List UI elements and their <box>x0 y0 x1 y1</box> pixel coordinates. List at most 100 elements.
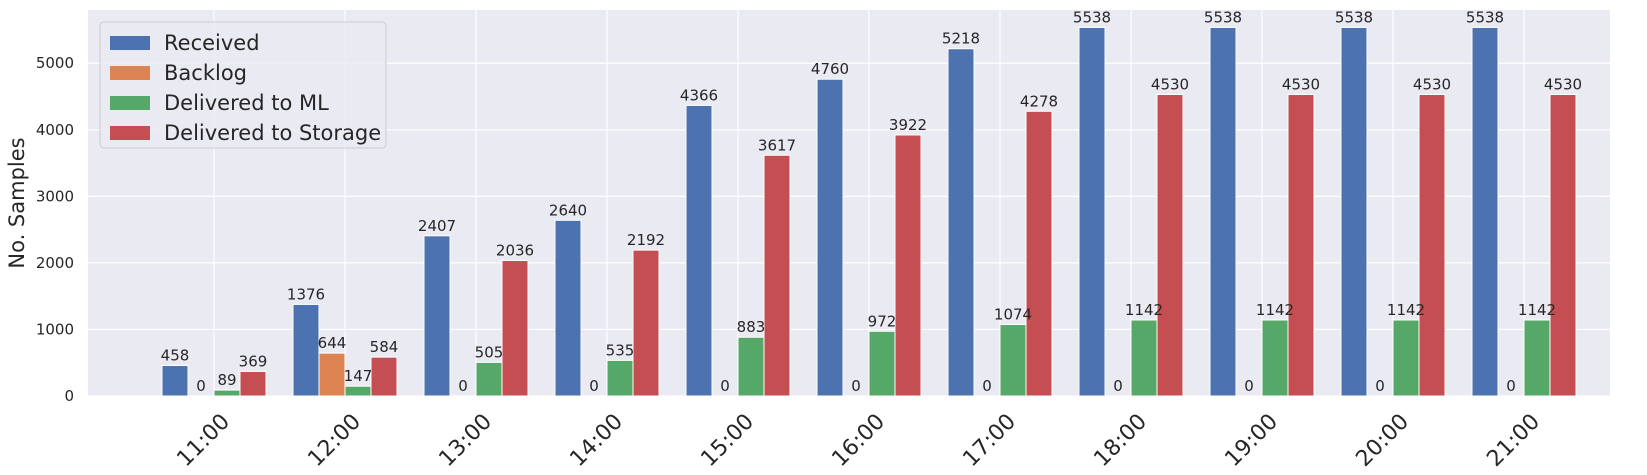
legend-label: Backlog <box>164 61 247 85</box>
bar <box>1025 110 1053 397</box>
bar-value-label: 0 <box>196 377 206 395</box>
bar-value-label: 1142 <box>1125 301 1163 319</box>
bar <box>947 48 975 397</box>
legend-swatch <box>110 36 150 50</box>
legend-swatch <box>110 126 150 140</box>
bar-value-label: 89 <box>217 371 236 389</box>
bar-value-label: 3922 <box>889 116 927 134</box>
bar-value-label: 369 <box>239 352 268 370</box>
bar-value-label: 5538 <box>1073 8 1111 26</box>
bar <box>737 336 765 397</box>
x-tick-label: 12:00 <box>303 409 366 472</box>
bar <box>1209 26 1237 397</box>
bar <box>606 359 634 397</box>
bar-value-label: 0 <box>1113 377 1123 395</box>
x-tick-label: 20:00 <box>1351 409 1414 472</box>
bar <box>423 235 451 397</box>
bar-value-label: 1142 <box>1256 301 1294 319</box>
bar <box>999 324 1027 397</box>
bar-value-label: 4530 <box>1413 76 1451 94</box>
bar-value-label: 2640 <box>549 201 587 219</box>
bar-value-label: 458 <box>161 347 190 365</box>
bar <box>1261 319 1289 397</box>
bar-value-label: 584 <box>370 338 399 356</box>
legend-box <box>99 21 387 149</box>
bar <box>685 104 713 397</box>
bar <box>632 249 660 397</box>
legend-label: Delivered to Storage <box>164 121 381 145</box>
bar-value-label: 0 <box>1506 377 1516 395</box>
bar-value-label: 0 <box>720 377 730 395</box>
bar <box>763 154 791 397</box>
bar <box>161 365 189 397</box>
bar-value-label: 1074 <box>994 306 1032 324</box>
bar-value-label: 535 <box>606 341 635 359</box>
bar <box>292 303 320 397</box>
bar <box>1287 94 1315 397</box>
bar <box>554 219 582 397</box>
bar-value-label: 4530 <box>1282 76 1320 94</box>
bar <box>1392 319 1420 397</box>
bar-value-label: 2036 <box>496 242 534 260</box>
legend-label: Delivered to ML <box>164 91 329 115</box>
x-tick-label: 21:00 <box>1482 409 1545 472</box>
bar-value-label: 644 <box>318 334 347 352</box>
bar <box>816 78 844 397</box>
bar <box>894 134 922 397</box>
y-tick-label: 0 <box>64 387 74 405</box>
y-tick-label: 4000 <box>36 121 74 139</box>
x-tick-label: 18:00 <box>1089 409 1152 472</box>
bar-value-label: 0 <box>1375 377 1385 395</box>
bar-value-label: 0 <box>458 377 468 395</box>
bar-value-label: 5538 <box>1204 8 1242 26</box>
bar-value-label: 2407 <box>418 217 456 235</box>
bar <box>318 352 346 397</box>
bar-value-label: 4366 <box>680 86 718 104</box>
bar-value-label: 3617 <box>758 136 796 154</box>
legend: Received Backlog Delivered to ML Delivered … <box>99 21 387 149</box>
bar-value-label: 1142 <box>1387 301 1425 319</box>
bar <box>344 385 372 397</box>
bar-value-label: 147 <box>344 367 373 385</box>
bar-value-label: 883 <box>737 318 766 336</box>
y-axis: 0 1000 2000 3000 4000 5000 <box>36 54 74 405</box>
x-axis: 11:00 12:00 13:00 14:00 15:00 16:00 17:00 18:00… <box>172 409 1545 472</box>
x-tick-label: 17:00 <box>958 409 1021 472</box>
y-axis-title: No. Samples <box>5 137 29 268</box>
bar <box>1340 26 1368 397</box>
bar <box>501 260 529 397</box>
bars <box>161 26 1577 397</box>
bar-value-label: 4530 <box>1151 76 1189 94</box>
bar <box>1418 94 1446 397</box>
bar <box>239 370 267 397</box>
bar-value-label: 2192 <box>627 231 665 249</box>
bar-value-label: 0 <box>1244 377 1254 395</box>
y-tick-label: 3000 <box>36 187 74 205</box>
bar-value-label: 1376 <box>287 285 325 303</box>
bar <box>1078 26 1106 397</box>
bar-value-label: 0 <box>982 377 992 395</box>
y-tick-label: 2000 <box>36 254 74 272</box>
bar <box>213 389 241 397</box>
bar <box>1130 319 1158 397</box>
x-tick-label: 15:00 <box>696 409 759 472</box>
value-labels: 458 1376 2407 2640 4366 4760 5218 5538 5538 5538 5… <box>161 8 1582 395</box>
bar-value-label: 0 <box>851 377 861 395</box>
y-tick-label: 5000 <box>36 54 74 72</box>
x-tick-label: 16:00 <box>827 409 890 472</box>
bar-value-label: 1142 <box>1518 301 1556 319</box>
x-tick-label: 14:00 <box>565 409 628 472</box>
legend-swatch <box>110 66 150 80</box>
bar-value-label: 4278 <box>1020 92 1058 110</box>
bar <box>1523 319 1551 397</box>
bar-value-label: 4760 <box>811 60 849 78</box>
x-tick-label: 13:00 <box>434 409 497 472</box>
bar-value-label: 5538 <box>1335 8 1373 26</box>
bar <box>1549 94 1577 397</box>
x-tick-label: 19:00 <box>1220 409 1283 472</box>
bar <box>370 356 398 397</box>
bar-value-label: 4530 <box>1544 76 1582 94</box>
bar <box>1156 94 1184 397</box>
x-tick-label: 11:00 <box>172 409 235 472</box>
